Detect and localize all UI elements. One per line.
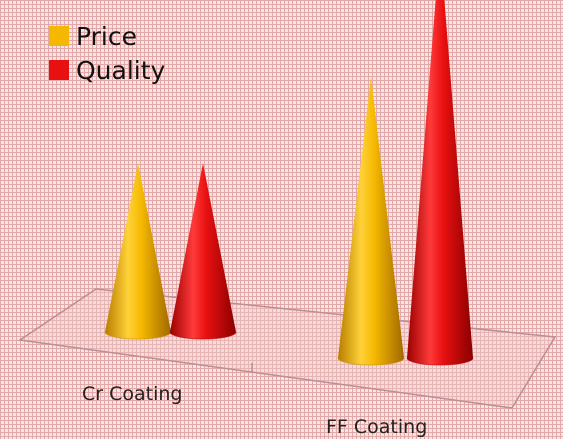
- legend: Price Quality: [49, 22, 166, 85]
- legend-swatch-price: [49, 26, 69, 46]
- cone-body: [105, 163, 171, 339]
- cone-body: [407, 0, 473, 365]
- cone-body: [170, 163, 236, 339]
- cone-base-edge: [169, 331, 237, 340]
- legend-label-price: Price: [76, 22, 137, 51]
- category-label: FF Coating: [326, 416, 427, 438]
- legend-label-quality: Quality: [76, 56, 166, 85]
- cone-base-edge: [104, 331, 172, 340]
- cone-base-edge: [406, 357, 474, 366]
- cone-body: [338, 76, 404, 365]
- cone-quality-cr-coating: [169, 163, 237, 340]
- category-label: Cr Coating: [82, 383, 182, 405]
- legend-swatch-quality: [49, 60, 69, 80]
- cone-price-ff-coating: [337, 76, 405, 366]
- cone-quality-ff-coating: [406, 0, 474, 366]
- cone-price-cr-coating: [104, 163, 172, 340]
- cone-base-edge: [337, 357, 405, 366]
